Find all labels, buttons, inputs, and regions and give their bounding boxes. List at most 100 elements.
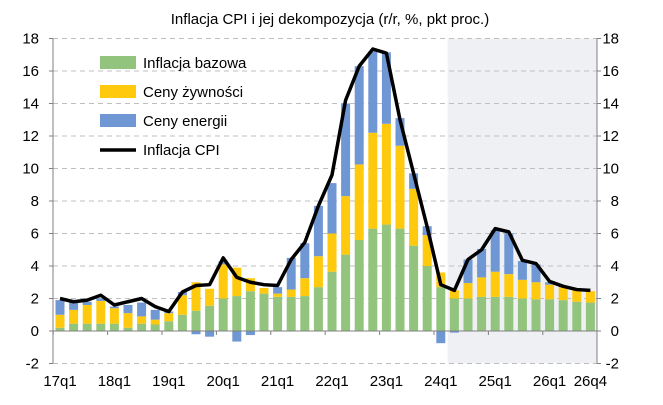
bar-core [300, 296, 310, 331]
bar-energy [69, 302, 79, 310]
x-tick-label: 25q1 [479, 373, 512, 390]
bar-core [259, 293, 269, 331]
bar-core [327, 271, 337, 331]
bar-food [82, 305, 92, 324]
bar-food [123, 313, 133, 328]
bar-core [123, 327, 133, 331]
bar-core [245, 291, 255, 331]
y-tick-label-right: 18 [602, 31, 619, 48]
y-tick-label-left: 8 [31, 193, 39, 210]
x-tick-label: 19q1 [152, 373, 185, 390]
cpi-line [59, 47, 591, 314]
bar-food [232, 267, 242, 297]
bar-energy [436, 331, 446, 344]
bar-core [422, 266, 432, 331]
bar-core [55, 327, 65, 331]
bar-food [96, 300, 106, 324]
bar-energy [286, 257, 296, 290]
bar-core [409, 245, 419, 331]
bar-food [205, 288, 215, 306]
bar-energy [545, 282, 555, 285]
legend-label-core: Inflacja bazowa [143, 55, 247, 72]
bar-core [545, 299, 555, 331]
legend-swatch-energy [100, 114, 136, 127]
bar-food [300, 278, 310, 297]
bar-core [137, 323, 147, 331]
bar-food [69, 309, 79, 324]
bar-food [341, 196, 351, 255]
x-tick-label: 22q1 [315, 373, 348, 390]
bar-food [109, 308, 119, 324]
bar-food [354, 164, 364, 240]
bar-food [164, 313, 174, 322]
bar-core [449, 298, 459, 331]
bar-food [327, 233, 337, 272]
bar-energy [531, 264, 541, 283]
bar-core [504, 296, 514, 331]
y-tick-label-right: 12 [602, 128, 619, 145]
bar-food [504, 274, 514, 297]
y-tick-label-right: 10 [602, 161, 619, 178]
bar-food [395, 145, 405, 229]
bar-core [585, 302, 595, 331]
bar-energy [381, 52, 391, 124]
bar-food [531, 282, 541, 300]
y-tick-label-right: 6 [611, 226, 619, 243]
bar-core [463, 298, 473, 331]
bar-energy [449, 331, 459, 333]
y-tick-label-right: 0 [611, 323, 619, 340]
bar-energy [55, 300, 65, 315]
y-tick-label-left: 14 [22, 96, 39, 113]
bar-food [558, 287, 568, 301]
bar-food [313, 256, 323, 288]
bar-food [381, 123, 391, 225]
bar-core [381, 224, 391, 331]
x-tick-label: 23q1 [370, 373, 403, 390]
bar-energy [490, 230, 500, 272]
bar-core [69, 323, 79, 331]
bar-core [177, 314, 187, 331]
legend: Inflacja bazowa Ceny żywności Ceny energ… [100, 55, 247, 159]
x-tick-label: 20q1 [207, 373, 240, 390]
y-tick-label-left: 10 [22, 161, 39, 178]
bar-core [368, 228, 378, 331]
legend-label-energy: Ceny energii [143, 113, 227, 130]
bar-core [354, 240, 364, 331]
bar-energy [354, 66, 364, 165]
chart-title: Inflacja CPI i jej dekompozycja (r/r, %,… [171, 11, 489, 28]
y-tick-label-left: 6 [31, 226, 39, 243]
bar-food [585, 291, 595, 303]
bar-core [82, 323, 92, 331]
bar-energy [517, 261, 527, 280]
bar-energy [313, 205, 323, 257]
y-tick-label-right: 14 [602, 96, 619, 113]
bar-energy [463, 259, 473, 284]
bar-food [55, 314, 65, 328]
bar-food [490, 271, 500, 297]
bar-food [273, 293, 283, 297]
bar-food [517, 279, 527, 299]
bar-energy [109, 306, 119, 309]
bar-food [259, 287, 269, 294]
x-tick-label: 26q4 [574, 373, 607, 390]
bar-food [150, 319, 160, 325]
y-tick-label-left: 12 [22, 128, 39, 145]
y-tick-label-right: 8 [611, 193, 619, 210]
bar-energy [191, 331, 201, 335]
bar-core [341, 254, 351, 331]
bar-core [436, 287, 446, 331]
bar-core [232, 296, 242, 331]
bar-energy [150, 309, 160, 320]
bar-energy [477, 248, 487, 278]
y-tick-label-left: 2 [31, 291, 39, 308]
bar-core [286, 296, 296, 331]
legend-label-cpi: Inflacja CPI [143, 142, 220, 159]
y-tick-label-left: 0 [31, 323, 39, 340]
bar-food [477, 277, 487, 297]
bar-food [449, 290, 459, 299]
legend-label-food: Ceny żywności [143, 84, 243, 101]
bar-energy [232, 331, 242, 342]
bar-core [395, 228, 405, 331]
bar-energy [504, 233, 514, 275]
y-tick-label-left: 4 [31, 258, 39, 275]
